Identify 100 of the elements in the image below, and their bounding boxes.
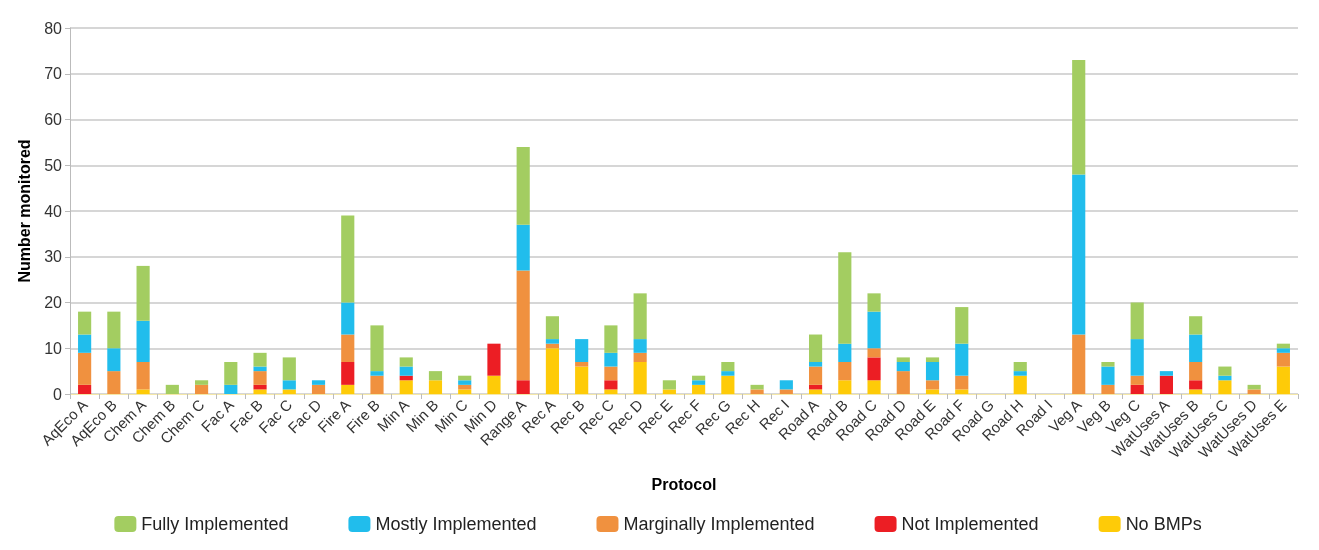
bar	[516, 224, 530, 271]
bar	[253, 389, 267, 394]
bar	[1072, 334, 1086, 394]
bar	[428, 380, 443, 394]
bar	[399, 357, 413, 367]
bar	[575, 361, 589, 367]
bar	[282, 357, 296, 381]
bar	[1130, 339, 1144, 376]
bar	[867, 380, 881, 394]
bar	[253, 371, 267, 385]
bar	[1013, 375, 1027, 394]
bar	[1101, 361, 1115, 367]
bar	[1159, 375, 1174, 394]
bar	[925, 361, 940, 381]
bar	[575, 366, 589, 394]
bar	[633, 339, 647, 353]
bar	[808, 334, 823, 362]
bar	[721, 371, 735, 376]
bar	[925, 389, 940, 394]
bar	[1013, 361, 1027, 372]
y-tick-label: 40	[44, 202, 63, 220]
bar	[867, 348, 881, 358]
bar	[253, 384, 267, 390]
bar	[1189, 380, 1203, 390]
y-tick-label: 10	[44, 339, 63, 357]
bar	[458, 389, 472, 394]
bar	[487, 343, 501, 376]
bar	[633, 361, 647, 394]
bar	[604, 352, 618, 367]
bar	[1072, 174, 1086, 335]
y-tick-label: 60	[44, 111, 63, 128]
bar	[516, 380, 530, 394]
y-tick-label: 50	[44, 156, 63, 174]
y-tick-label: 20	[44, 294, 63, 311]
bar	[516, 146, 530, 225]
bar	[808, 366, 823, 385]
legend-label: No BMPs	[1125, 514, 1202, 534]
bar	[1189, 389, 1203, 394]
bar	[779, 389, 793, 394]
bar	[955, 375, 969, 390]
bar	[78, 334, 92, 353]
bar	[604, 389, 618, 394]
bar	[955, 389, 969, 394]
bar	[925, 357, 940, 362]
bar	[341, 302, 355, 335]
bar	[136, 320, 150, 362]
legend-label: Mostly Implemented	[375, 514, 537, 534]
bar	[253, 352, 267, 367]
bar	[1013, 371, 1027, 376]
y-tick-label: 0	[53, 385, 63, 403]
bar	[194, 384, 209, 394]
bar	[428, 371, 443, 381]
bar	[224, 361, 238, 385]
bar	[487, 375, 501, 394]
bar	[633, 352, 647, 362]
bar	[136, 361, 150, 390]
bar	[458, 380, 472, 385]
bar	[311, 380, 326, 385]
bar	[925, 380, 940, 390]
bar	[896, 361, 910, 372]
bar	[1276, 348, 1290, 353]
bar	[867, 357, 881, 381]
bar	[253, 366, 267, 372]
bar	[370, 375, 384, 394]
bar	[1218, 366, 1232, 376]
bar	[838, 361, 852, 381]
legend-label: Marginally Implemented	[623, 514, 815, 534]
bar	[341, 361, 355, 385]
bar	[1101, 366, 1115, 385]
bar	[311, 384, 326, 394]
bar	[399, 366, 413, 376]
bar	[955, 343, 969, 376]
bar	[399, 380, 413, 394]
bar	[721, 361, 735, 372]
bar	[107, 311, 121, 349]
bar	[282, 380, 296, 390]
bar	[194, 380, 209, 385]
bar	[165, 384, 179, 394]
bar	[750, 389, 764, 394]
bar	[867, 311, 881, 349]
bar	[224, 384, 238, 394]
bar	[662, 380, 676, 390]
bar	[955, 307, 969, 344]
bar	[779, 380, 793, 390]
bar	[341, 215, 355, 303]
bar	[78, 384, 92, 394]
bar	[1276, 352, 1290, 367]
bar	[1159, 371, 1174, 376]
bar	[545, 348, 560, 394]
bar	[516, 270, 530, 381]
bar	[341, 334, 355, 362]
bar	[838, 343, 852, 362]
bar	[1218, 380, 1232, 394]
bar	[896, 357, 910, 362]
bar	[575, 339, 589, 362]
bar	[78, 311, 92, 335]
bar	[1189, 316, 1203, 335]
bar	[604, 325, 618, 353]
legend-label: Not Implemented	[901, 514, 1039, 534]
bar	[1072, 60, 1086, 175]
